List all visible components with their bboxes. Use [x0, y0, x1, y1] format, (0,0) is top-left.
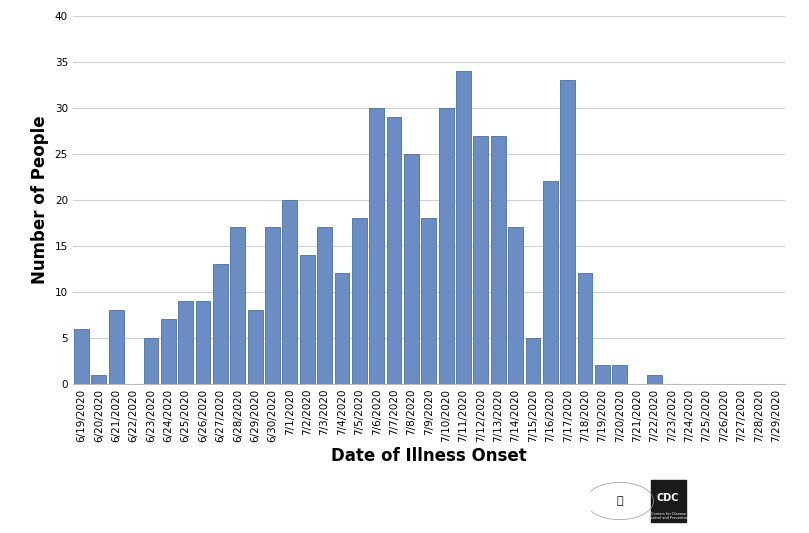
Bar — [647, 375, 662, 384]
Bar — [421, 219, 436, 384]
Circle shape — [586, 482, 654, 520]
Bar — [161, 319, 176, 384]
Bar — [178, 301, 193, 384]
Bar — [335, 273, 349, 384]
Bar — [91, 375, 106, 384]
Bar — [109, 310, 124, 384]
Bar — [508, 228, 523, 384]
Bar — [595, 366, 610, 384]
Bar — [74, 328, 89, 384]
Bar — [561, 80, 575, 384]
Text: CDC: CDC — [657, 494, 680, 503]
Bar — [578, 273, 592, 384]
Text: Centers for Disease
Control and Prevention: Centers for Disease Control and Preventi… — [648, 512, 688, 520]
Bar — [231, 228, 245, 384]
Bar — [317, 228, 332, 384]
Bar — [300, 255, 315, 384]
Bar — [265, 228, 280, 384]
Bar — [612, 366, 627, 384]
Bar — [404, 154, 419, 384]
Bar — [456, 71, 471, 384]
Bar — [526, 338, 540, 384]
Bar — [543, 181, 557, 384]
Bar — [352, 219, 366, 384]
Y-axis label: Number of People: Number of People — [31, 116, 49, 284]
Bar — [143, 338, 159, 384]
Bar — [369, 108, 384, 384]
Bar — [387, 117, 401, 384]
X-axis label: Date of Illness Onset: Date of Illness Onset — [331, 447, 527, 465]
Bar — [650, 480, 686, 522]
Bar — [438, 108, 454, 384]
Bar — [248, 310, 262, 384]
Bar — [213, 264, 228, 384]
Bar — [491, 135, 506, 384]
Bar — [473, 135, 489, 384]
Bar — [196, 301, 210, 384]
Bar — [282, 200, 297, 384]
Text: 🦅: 🦅 — [616, 496, 623, 506]
